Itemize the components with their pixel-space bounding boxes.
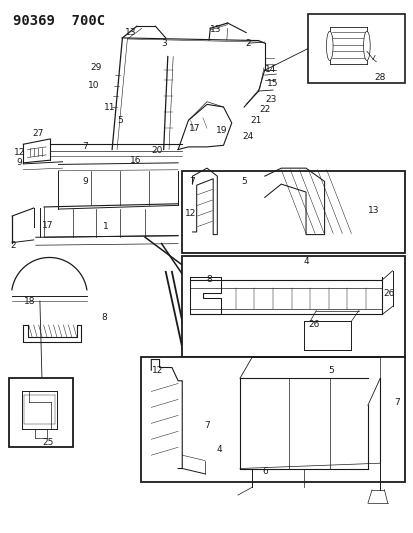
- Text: 90369  700C: 90369 700C: [13, 14, 105, 28]
- Text: 14: 14: [265, 66, 276, 74]
- Text: 13: 13: [368, 206, 379, 215]
- Bar: [141, 357, 404, 482]
- Text: 5: 5: [117, 116, 123, 125]
- Text: 9: 9: [17, 158, 22, 167]
- Text: 27: 27: [32, 129, 43, 138]
- Text: 11: 11: [104, 102, 116, 111]
- Text: 29: 29: [90, 63, 101, 71]
- Text: 12: 12: [184, 209, 196, 218]
- Text: 10: 10: [88, 81, 99, 90]
- Text: 20: 20: [151, 146, 162, 155]
- Text: 8: 8: [101, 312, 107, 321]
- Text: 6: 6: [261, 467, 267, 475]
- Text: 13: 13: [209, 26, 221, 35]
- Text: 19: 19: [215, 126, 227, 135]
- Text: 1: 1: [103, 222, 109, 231]
- Text: 4: 4: [302, 257, 308, 265]
- Text: 8: 8: [206, 275, 211, 284]
- Text: 22: 22: [259, 105, 270, 114]
- Text: 24: 24: [242, 132, 253, 141]
- Text: 17: 17: [42, 221, 54, 230]
- Text: 2: 2: [245, 39, 250, 48]
- Text: 4: 4: [216, 446, 222, 455]
- Text: 2: 2: [10, 241, 16, 250]
- Text: 7: 7: [82, 142, 88, 151]
- Text: 15: 15: [267, 78, 278, 87]
- Text: 7: 7: [393, 398, 399, 407]
- Text: 12: 12: [152, 366, 163, 375]
- Text: 21: 21: [250, 116, 261, 125]
- Text: 12: 12: [14, 148, 25, 157]
- Text: 26: 26: [382, 288, 393, 297]
- Text: 5: 5: [327, 366, 333, 375]
- Text: 25: 25: [43, 439, 54, 448]
- Text: 7: 7: [204, 422, 209, 431]
- Text: 26: 26: [308, 320, 319, 329]
- Text: 13: 13: [125, 28, 136, 37]
- Text: 17: 17: [188, 124, 200, 133]
- Text: 5: 5: [241, 177, 247, 186]
- Text: 23: 23: [265, 94, 276, 103]
- Text: 16: 16: [130, 156, 141, 165]
- Text: 18: 18: [24, 296, 35, 305]
- Text: 3: 3: [160, 39, 166, 48]
- Text: 28: 28: [374, 73, 385, 82]
- Text: 7: 7: [189, 177, 195, 186]
- Bar: [307, 14, 404, 83]
- Bar: [182, 171, 404, 253]
- Text: 9: 9: [82, 177, 88, 186]
- Bar: [9, 378, 73, 447]
- Bar: [182, 256, 404, 357]
- Ellipse shape: [363, 31, 369, 61]
- Ellipse shape: [326, 31, 332, 61]
